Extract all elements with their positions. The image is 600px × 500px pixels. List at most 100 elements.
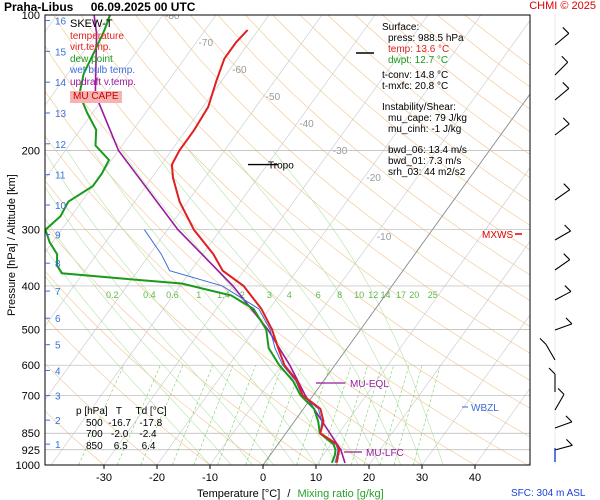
pressure-tick-label: 100 xyxy=(22,10,40,22)
mixing-ratio-line xyxy=(116,365,161,465)
altitude-tick-label: 4 xyxy=(55,366,61,377)
legend-item: updraft v.temp. xyxy=(70,76,136,88)
level-table-row: 700 -2.0 -2.4 xyxy=(86,429,157,440)
series-temperature xyxy=(170,29,341,463)
altitude-tick-label: 9 xyxy=(55,231,61,242)
mixing-ratio-line xyxy=(245,365,283,465)
mixing-ratio-line xyxy=(413,365,441,465)
wind-barb-flag xyxy=(562,117,570,125)
wind-barb-flag xyxy=(539,338,547,345)
pressure-tick-label: 1000 xyxy=(16,460,40,472)
x-tick-label: -20 xyxy=(149,472,165,484)
altitude-tick-label: 16 xyxy=(55,17,67,28)
x-tick-label: 0 xyxy=(260,472,266,484)
wind-barb-flag xyxy=(548,367,556,375)
credit-link[interactable]: CHMI © 2025 xyxy=(529,0,596,12)
pressure-tick-label: 200 xyxy=(22,145,40,157)
mixing-ratio-line xyxy=(265,365,302,465)
station-title: Praha-Libus 06.09.2025 00 UTC xyxy=(4,0,195,14)
bwd-01-value: bwd_01: 7.3 m/s xyxy=(388,156,462,167)
wind-barb xyxy=(554,88,570,101)
mixing-ratio-line xyxy=(379,365,410,465)
wind-barb xyxy=(554,444,573,451)
pressure-tick-label: 925 xyxy=(22,445,40,457)
mixing-ratio-label: 1.4 xyxy=(217,290,230,300)
legend-item: temperature xyxy=(70,30,124,42)
isotherm xyxy=(45,15,111,106)
altitude-tick-label: 8 xyxy=(55,259,61,270)
x-axis-title: Temperature [°C] / Mixing ratio [g/kg] xyxy=(197,488,384,500)
isotherm xyxy=(209,20,530,465)
mixing-ratio-label: 8 xyxy=(337,290,342,300)
altitude-tick-label: 3 xyxy=(55,392,61,403)
mixing-ratio-label: 0.2 xyxy=(106,290,119,300)
mixing-ratio-label: 6 xyxy=(316,290,321,300)
mixing-ratio-label: 2 xyxy=(240,290,245,300)
wind-barb-flag xyxy=(562,82,570,89)
x-tick-label: 20 xyxy=(363,472,375,484)
mixing-ratio-line xyxy=(78,365,125,465)
sfc-label: SFC: 304 m ASL xyxy=(511,488,586,499)
altitude-tick-label: 5 xyxy=(55,341,61,352)
surface-dwpt: dwpt: 12.7 °C xyxy=(388,55,449,66)
wind-barb-flag xyxy=(563,183,571,191)
mixing-ratio-label: 0.6 xyxy=(166,290,179,300)
wind-barb-flag xyxy=(565,438,573,446)
level-table-header: p [hPa] T Td [°C] xyxy=(76,406,167,417)
mixing-ratio-line xyxy=(171,365,213,465)
mixing-ratio-line xyxy=(393,365,423,465)
isotherm-label: -70 xyxy=(199,38,214,49)
x-tick-label: -10 xyxy=(202,472,218,484)
dry-adiabat xyxy=(299,15,530,202)
series-dewpoint xyxy=(45,15,337,464)
level-table-row: 500 -16.7 -17.8 xyxy=(86,417,163,429)
wind-barb xyxy=(554,61,569,76)
pressure-tick-label: 850 xyxy=(22,428,40,440)
legend-item: dew point xyxy=(70,53,113,65)
isotherm-label: -50 xyxy=(266,92,281,103)
isotherm xyxy=(45,15,217,254)
surface-temp: temp: 13.6 °C xyxy=(388,44,450,55)
altitude-tick-label: 6 xyxy=(55,314,61,325)
wbzl-label: WBZL xyxy=(471,403,499,414)
dry-adiabat xyxy=(245,15,530,251)
legend-title: SKEW-T xyxy=(70,18,113,30)
mu-cinh-value: mu_cinh: -1 J/kg xyxy=(388,124,462,135)
legend-item: wet bulb temp. xyxy=(70,65,136,76)
isotherm xyxy=(156,15,482,465)
isotherm-label: -10 xyxy=(377,232,392,243)
altitude-tick-label: 14 xyxy=(55,78,67,89)
x-tick-label: 10 xyxy=(310,472,322,484)
dry-adiabat xyxy=(217,15,530,276)
mu-lfc-label: MU-LFC xyxy=(366,448,404,459)
isotherm xyxy=(0,15,4,465)
dry-adiabat xyxy=(135,15,530,354)
wind-barb-flag xyxy=(564,224,571,232)
mixing-ratio-line xyxy=(217,365,256,465)
wind-barb-flag xyxy=(557,388,565,395)
isotherm-label: -60 xyxy=(232,65,247,76)
dry-adiabat xyxy=(80,15,530,409)
mixing-ratio-label: 25 xyxy=(428,290,438,300)
wind-barb xyxy=(554,189,571,201)
isotherm xyxy=(474,388,530,465)
x-tick-label: -30 xyxy=(96,472,112,484)
mixing-ratio-line xyxy=(296,365,331,465)
isotherm xyxy=(368,240,530,465)
mixing-ratio-label: 1 xyxy=(196,290,201,300)
mixing-ratio-line xyxy=(140,365,184,465)
instability-heading: Instability/Shear: xyxy=(382,102,456,113)
wind-barb-flag xyxy=(563,253,571,261)
isotherm xyxy=(45,15,164,180)
mu-eql-label: MU-EQL xyxy=(350,379,389,390)
isotherm xyxy=(50,15,376,465)
mixing-ratio-line xyxy=(193,365,234,465)
altitude-tick-label: 2 xyxy=(55,416,61,427)
dry-adiabat xyxy=(190,15,530,301)
pressure-tick-label: 600 xyxy=(22,360,40,372)
altitude-tick-label: 13 xyxy=(55,109,67,120)
mucape-badge: MU CAPE xyxy=(70,91,122,103)
isotherm xyxy=(421,314,530,465)
pressure-tick-label: 400 xyxy=(22,281,40,293)
isotherm xyxy=(527,461,530,465)
